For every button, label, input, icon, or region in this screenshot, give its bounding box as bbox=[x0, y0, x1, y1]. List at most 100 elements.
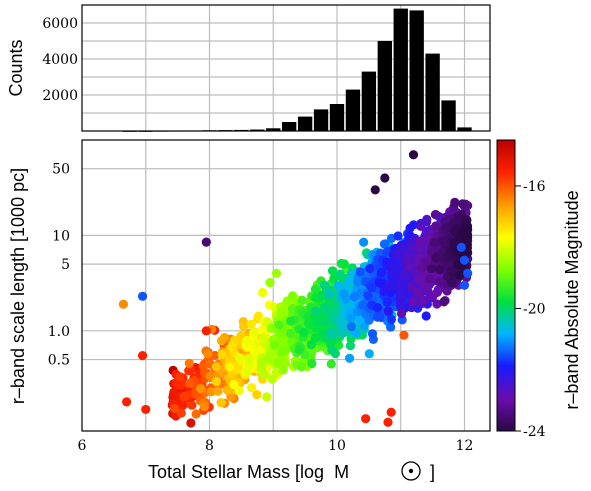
scatter-point bbox=[391, 269, 401, 279]
histogram-bar bbox=[457, 127, 472, 131]
scatter-point bbox=[455, 270, 465, 280]
scatter-point bbox=[294, 344, 304, 355]
scatter-point bbox=[184, 366, 194, 376]
scatter-point bbox=[449, 238, 460, 248]
scatter-point bbox=[234, 353, 245, 363]
scatter-point bbox=[441, 223, 451, 234]
scatter-point bbox=[169, 403, 180, 414]
scatter-point bbox=[416, 221, 426, 231]
scatter-point bbox=[393, 231, 403, 241]
scatter-point bbox=[421, 311, 431, 321]
scatter-point bbox=[203, 349, 213, 359]
histogram-bar bbox=[329, 104, 345, 131]
scatter-point bbox=[297, 362, 307, 372]
scatter-point bbox=[346, 321, 356, 332]
scatter-point bbox=[463, 248, 473, 258]
histogram-bar bbox=[377, 41, 392, 131]
scatter-x-tick-label: 6 bbox=[78, 438, 87, 454]
colorbar-tick-label: -16 bbox=[523, 179, 546, 195]
colorbar: -16 -20 -24 r–band Absolute Magnitude bbox=[496, 139, 582, 440]
scatter-point bbox=[211, 362, 221, 372]
scatter-point bbox=[380, 173, 390, 183]
scatter-point bbox=[297, 295, 307, 305]
scatter-point bbox=[206, 387, 217, 397]
histogram-bar bbox=[345, 89, 361, 131]
scatter-point bbox=[176, 408, 186, 418]
scatter-point bbox=[256, 356, 266, 367]
scatter-point bbox=[408, 150, 419, 160]
colorbar-tick-label: -20 bbox=[523, 301, 546, 317]
scatter-point bbox=[396, 309, 407, 319]
colorbar-label: r–band Absolute Magnitude bbox=[562, 190, 582, 409]
scatter-point bbox=[406, 282, 417, 293]
scatter-point bbox=[216, 336, 227, 346]
scatter-point bbox=[245, 354, 255, 364]
scatter-point bbox=[383, 306, 393, 316]
scatter-point bbox=[450, 226, 460, 236]
scatter-point bbox=[418, 295, 429, 305]
scatter-y-tick-label: 10 bbox=[52, 228, 70, 244]
histogram-bar bbox=[393, 8, 408, 132]
scatter-point bbox=[459, 255, 470, 265]
scatter-point bbox=[379, 239, 390, 249]
scatter-point bbox=[345, 341, 356, 351]
scatter-point bbox=[229, 380, 239, 390]
scatter-point bbox=[333, 281, 344, 291]
histogram-bar bbox=[409, 10, 424, 131]
scatter-point bbox=[414, 243, 424, 253]
scatter-point bbox=[435, 265, 445, 275]
scatter-point bbox=[264, 353, 274, 364]
scatter-point bbox=[398, 245, 409, 255]
scatter-point bbox=[399, 330, 409, 340]
histogram-bar bbox=[266, 128, 281, 131]
scatter-point bbox=[118, 299, 129, 309]
scatter-point bbox=[267, 374, 277, 384]
scatter-point bbox=[234, 386, 244, 396]
scatter-point bbox=[426, 264, 436, 274]
scatter-point bbox=[442, 286, 452, 296]
scatter-point bbox=[191, 409, 201, 419]
histogram-y-tick-labels: 2000 4000 6000 bbox=[42, 16, 78, 104]
histogram-bar bbox=[361, 71, 377, 131]
scatter-point bbox=[319, 317, 329, 327]
scatter-point bbox=[344, 353, 355, 363]
scatter-point bbox=[422, 214, 432, 224]
histogram-bar bbox=[282, 122, 297, 131]
histogram-panel: 2000 4000 6000 Counts bbox=[6, 4, 491, 132]
histogram-y-tick-label: 6000 bbox=[42, 16, 78, 32]
scatter-point bbox=[327, 327, 337, 337]
scatter-point bbox=[434, 277, 444, 287]
scatter-point bbox=[262, 392, 272, 402]
scatter-point bbox=[386, 322, 396, 332]
scatter-x-tick-labels: 6 8 10 12 bbox=[78, 438, 474, 454]
scatter-point bbox=[239, 321, 249, 331]
scatter-point bbox=[326, 359, 336, 369]
scatter-point bbox=[211, 377, 221, 387]
scatter-point bbox=[249, 328, 259, 338]
scatter-point bbox=[391, 249, 401, 259]
scatter-point bbox=[432, 299, 442, 309]
histogram-y-tick-label: 2000 bbox=[42, 88, 78, 104]
scatter-point bbox=[351, 328, 361, 338]
scatter-point bbox=[376, 268, 387, 278]
scatter-point bbox=[413, 287, 423, 298]
scatter-point bbox=[352, 277, 363, 287]
histogram-bar bbox=[425, 53, 440, 131]
scatter-point bbox=[386, 314, 396, 325]
scatter-y-tick-label: 1.0 bbox=[48, 324, 70, 340]
scatter-point bbox=[335, 269, 345, 279]
scatter-frame bbox=[81, 139, 491, 432]
scatter-point bbox=[286, 316, 296, 326]
scatter-point bbox=[425, 274, 435, 284]
scatter-point bbox=[278, 365, 288, 375]
scatter-point bbox=[311, 306, 321, 316]
scatter-point bbox=[187, 400, 197, 410]
scatter-point bbox=[363, 291, 373, 301]
scatter-point bbox=[213, 386, 223, 396]
scatter-point bbox=[367, 283, 377, 293]
scatter-point bbox=[365, 264, 375, 274]
scatter-point bbox=[385, 280, 395, 290]
scatter-point bbox=[201, 237, 211, 247]
scatter-point bbox=[431, 221, 441, 231]
scatter-point bbox=[258, 287, 268, 298]
